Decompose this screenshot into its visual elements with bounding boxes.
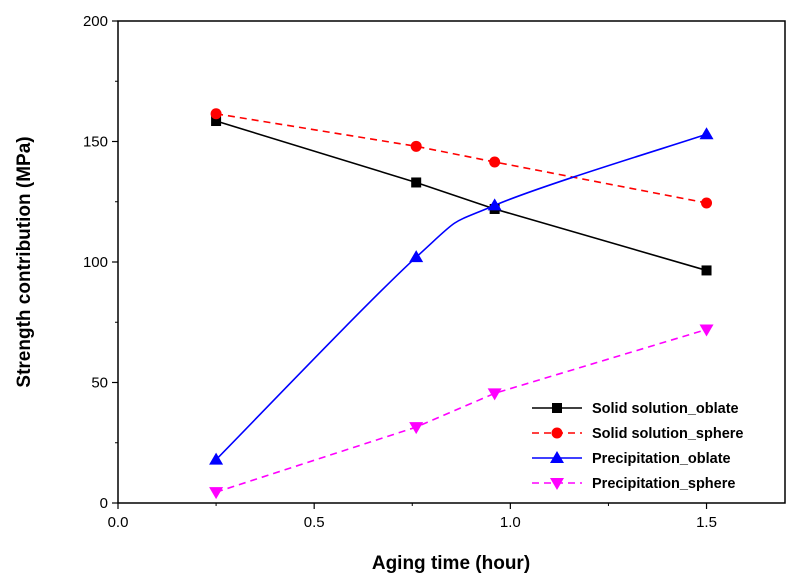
legend-label: Solid solution_sphere [592,426,743,442]
legend-label: Precipitation_oblate [592,451,731,467]
y-tick-label: 0 [100,495,108,512]
data-point [487,198,502,211]
data-point [701,265,712,276]
axis-ticks: 0.0 0.5 1.0 1.5 0 50 100 150 200 [83,13,717,531]
data-point [701,197,713,209]
legend-label: Solid solution_oblate [592,401,739,417]
y-tick-label: 100 [83,254,108,271]
legend-marker [550,451,564,463]
y-axis-title: Strength contribution (MPa) [14,136,35,387]
legend: Solid solution_oblate Solid solution_sphe… [532,401,743,492]
series-line-2 [215,112,707,204]
legend-label: Precipitation_sphere [592,476,735,492]
data-point [411,177,422,188]
legend-marker [552,403,562,413]
x-axis-title: Aging time (hour) [372,553,530,574]
data-point [209,452,224,465]
data-point [699,127,714,140]
y-tick-label: 150 [83,134,108,151]
y-tick-label: 200 [83,13,108,30]
data-point [211,116,222,127]
data-point [210,108,222,120]
series-lines [215,112,707,493]
data-point [409,250,424,263]
x-tick-label: 1.5 [696,514,717,531]
data-point [699,324,714,337]
legend-marker [550,478,564,490]
x-tick-label: 0.0 [108,514,129,531]
series-markers [209,108,714,500]
x-tick-label: 0.5 [304,514,325,531]
data-point [409,422,424,435]
y-tick-label: 50 [91,375,108,392]
series-line-1 [215,120,707,272]
data-point [209,487,224,500]
legend-marker [551,427,563,439]
series-line-3 [215,133,707,461]
x-tick-label: 1.0 [500,514,521,531]
series-line-4 [215,328,707,493]
data-point [487,388,502,401]
data-point [489,156,501,168]
data-point [410,140,422,152]
